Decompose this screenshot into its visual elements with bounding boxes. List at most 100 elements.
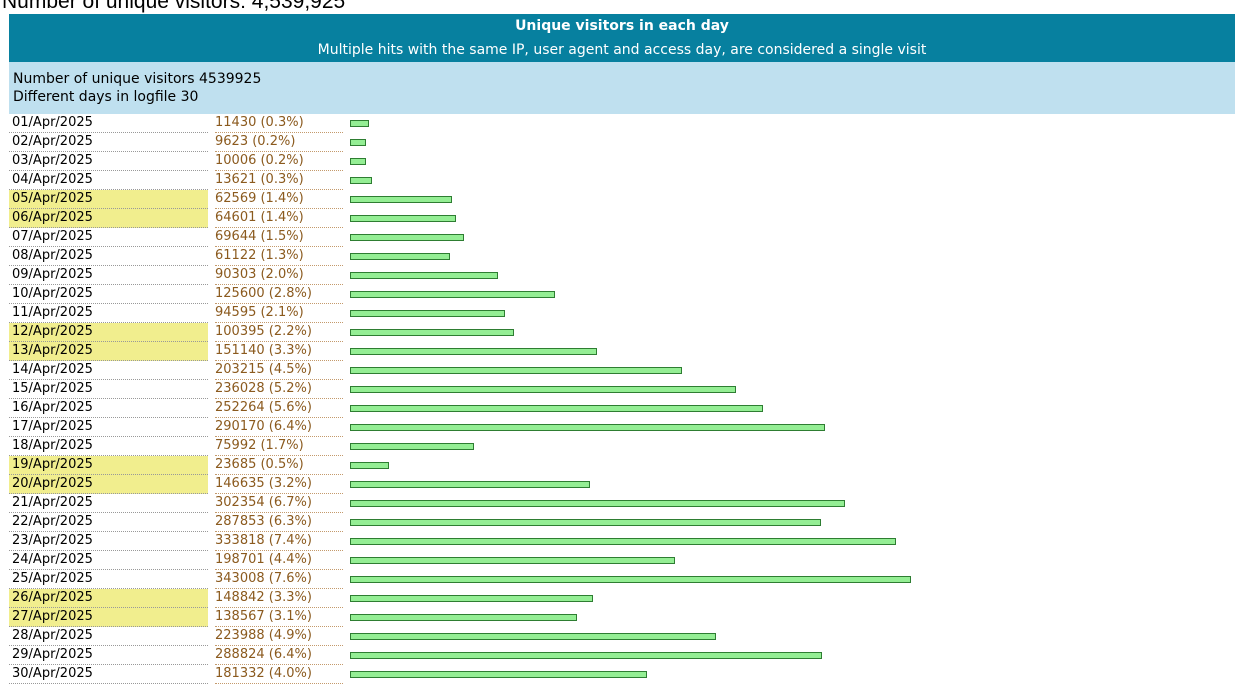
- day-row: 09/Apr/2025 90303 (2.0%): [9, 266, 1235, 285]
- day-count: 90303 (2.0%): [215, 266, 343, 285]
- day-row: 01/Apr/2025 11430 (0.3%): [9, 114, 1235, 133]
- day-date: 22/Apr/2025: [9, 513, 208, 532]
- day-count: 148842 (3.3%): [215, 589, 343, 608]
- day-count: 223988 (4.9%): [215, 627, 343, 646]
- day-row: 05/Apr/2025 62569 (1.4%): [9, 190, 1235, 209]
- day-count: 343008 (7.6%): [215, 570, 343, 589]
- day-count: 290170 (6.4%): [215, 418, 343, 437]
- day-date: 03/Apr/2025: [9, 152, 208, 171]
- day-row: 08/Apr/2025 61122 (1.3%): [9, 247, 1235, 266]
- day-date: 12/Apr/2025: [9, 323, 208, 342]
- day-date: 30/Apr/2025: [9, 665, 208, 684]
- day-date: 11/Apr/2025: [9, 304, 208, 323]
- day-row: 24/Apr/2025 198701 (4.4%): [9, 551, 1235, 570]
- summary: Number of unique visitors 4539925 Differ…: [9, 62, 1235, 114]
- day-bar: [350, 215, 456, 222]
- day-date: 28/Apr/2025: [9, 627, 208, 646]
- day-bar: [350, 329, 515, 336]
- day-bar: [350, 652, 823, 659]
- day-bar: [350, 196, 453, 203]
- day-date: 23/Apr/2025: [9, 532, 208, 551]
- day-bar: [350, 291, 556, 298]
- report-subtitle: Multiple hits with the same IP, user age…: [317, 42, 927, 58]
- day-date: 08/Apr/2025: [9, 247, 208, 266]
- day-bar: [350, 405, 763, 412]
- day-count: 62569 (1.4%): [215, 190, 343, 209]
- day-row: 18/Apr/2025 75992 (1.7%): [9, 437, 1235, 456]
- day-bar: [350, 272, 498, 279]
- day-date: 18/Apr/2025: [9, 437, 208, 456]
- day-bar: [350, 234, 464, 241]
- day-count: 11430 (0.3%): [215, 114, 343, 133]
- day-count: 75992 (1.7%): [215, 437, 343, 456]
- day-row: 26/Apr/2025 148842 (3.3%): [9, 589, 1235, 608]
- day-bar: [350, 500, 845, 507]
- day-row: 27/Apr/2025 138567 (3.1%): [9, 608, 1235, 627]
- day-count: 181332 (4.0%): [215, 665, 343, 684]
- day-bar: [350, 367, 683, 374]
- day-bar: [350, 462, 389, 469]
- day-bar: [350, 139, 366, 146]
- day-count: 100395 (2.2%): [215, 323, 343, 342]
- day-date: 26/Apr/2025: [9, 589, 208, 608]
- day-row: 03/Apr/2025 10006 (0.2%): [9, 152, 1235, 171]
- day-bar: [350, 614, 577, 621]
- day-bar: [350, 386, 737, 393]
- summary-line: Different days in logfile 30: [13, 89, 199, 105]
- day-count: 13621 (0.3%): [215, 171, 343, 190]
- day-bar: [350, 633, 717, 640]
- day-row: 15/Apr/2025 236028 (5.2%): [9, 380, 1235, 399]
- day-bar: [350, 595, 594, 602]
- day-bar: [350, 671, 647, 678]
- day-row: 16/Apr/2025 252264 (5.6%): [9, 399, 1235, 418]
- day-date: 25/Apr/2025: [9, 570, 208, 589]
- day-date: 02/Apr/2025: [9, 133, 208, 152]
- day-date: 20/Apr/2025: [9, 475, 208, 494]
- day-row: 06/Apr/2025 64601 (1.4%): [9, 209, 1235, 228]
- day-row: 11/Apr/2025 94595 (2.1%): [9, 304, 1235, 323]
- report-header: Unique visitors in each day Multiple hit…: [9, 14, 1235, 62]
- day-date: 19/Apr/2025: [9, 456, 208, 475]
- day-row: 02/Apr/2025 9623 (0.2%): [9, 133, 1235, 152]
- day-date: 04/Apr/2025: [9, 171, 208, 190]
- day-count: 302354 (6.7%): [215, 494, 343, 513]
- day-bar: [350, 158, 367, 165]
- day-date: 10/Apr/2025: [9, 285, 208, 304]
- day-row: 17/Apr/2025 290170 (6.4%): [9, 418, 1235, 437]
- day-row: 07/Apr/2025 69644 (1.5%): [9, 228, 1235, 247]
- day-count: 69644 (1.5%): [215, 228, 343, 247]
- day-date: 21/Apr/2025: [9, 494, 208, 513]
- day-date: 27/Apr/2025: [9, 608, 208, 627]
- day-row: 22/Apr/2025 287853 (6.3%): [9, 513, 1235, 532]
- day-count: 23685 (0.5%): [215, 456, 343, 475]
- day-date: 05/Apr/2025: [9, 190, 208, 209]
- day-date: 14/Apr/2025: [9, 361, 208, 380]
- day-count: 10006 (0.2%): [215, 152, 343, 171]
- day-date: 15/Apr/2025: [9, 380, 208, 399]
- day-count: 146635 (3.2%): [215, 475, 343, 494]
- day-row: 29/Apr/2025 288824 (6.4%): [9, 646, 1235, 665]
- day-count: 287853 (6.3%): [215, 513, 343, 532]
- day-bar: [350, 310, 505, 317]
- rows: 01/Apr/2025 11430 (0.3%) 02/Apr/2025 9623 (…: [9, 114, 1235, 684]
- day-bar: [350, 177, 373, 184]
- day-row: 21/Apr/2025 302354 (6.7%): [9, 494, 1235, 513]
- day-count: 333818 (7.4%): [215, 532, 343, 551]
- day-row: 23/Apr/2025 333818 (7.4%): [9, 532, 1235, 551]
- day-row: 04/Apr/2025 13621 (0.3%): [9, 171, 1235, 190]
- day-bar: [350, 348, 598, 355]
- day-count: 288824 (6.4%): [215, 646, 343, 665]
- day-row: 13/Apr/2025 151140 (3.3%): [9, 342, 1235, 361]
- day-row: 30/Apr/2025 181332 (4.0%): [9, 665, 1235, 684]
- day-date: 06/Apr/2025: [9, 209, 208, 228]
- day-count: 64601 (1.4%): [215, 209, 343, 228]
- day-count: 236028 (5.2%): [215, 380, 343, 399]
- day-count: 138567 (3.1%): [215, 608, 343, 627]
- day-row: 20/Apr/2025 146635 (3.2%): [9, 475, 1235, 494]
- report-title: Unique visitors in each day: [515, 18, 729, 34]
- day-bar: [350, 519, 821, 526]
- day-row: 28/Apr/2025 223988 (4.9%): [9, 627, 1235, 646]
- day-date: 13/Apr/2025: [9, 342, 208, 361]
- day-date: 09/Apr/2025: [9, 266, 208, 285]
- report: Unique visitors in each day Multiple hit…: [9, 14, 1235, 684]
